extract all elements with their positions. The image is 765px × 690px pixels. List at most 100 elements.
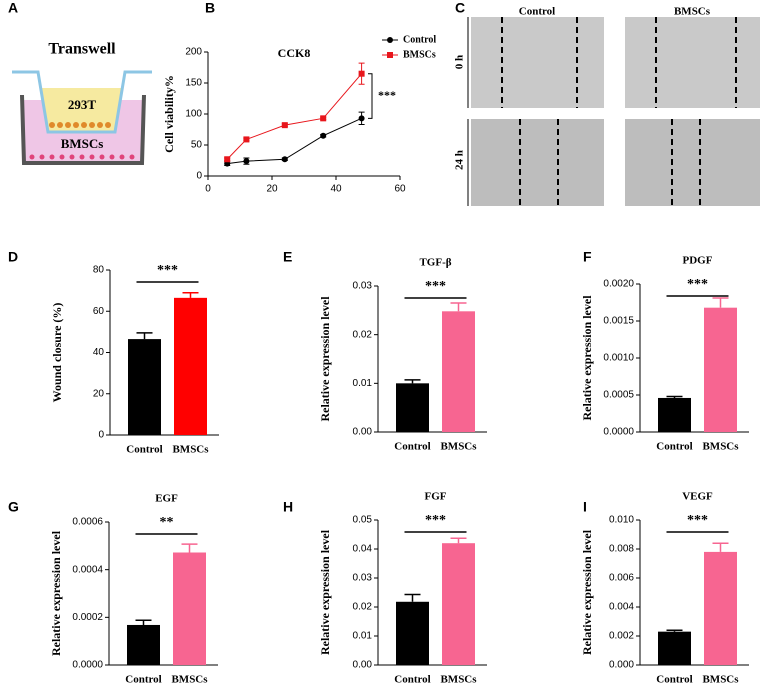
significance: *** (425, 513, 446, 528)
y-tick-label: 40 (93, 347, 105, 358)
y-tick-label: 20 (93, 388, 105, 399)
y-axis-label: Relative expression level (318, 529, 332, 655)
point (224, 156, 231, 163)
chart-title: TGF-β (419, 257, 451, 269)
x-tick-label: 0 (205, 184, 211, 195)
y-tick-label: 200 (185, 47, 202, 58)
error-bar (712, 542, 729, 552)
point (243, 136, 250, 143)
bar (704, 551, 737, 665)
x-tick-label: Control (656, 441, 692, 453)
panel-label: A (8, 0, 18, 16)
y-tick-label: 0.04 (353, 544, 373, 555)
bar (128, 339, 161, 435)
y-tick-label: 0.00 (353, 427, 373, 438)
significance-bracket (368, 73, 373, 119)
x-tick-label: BMSCs (702, 674, 739, 686)
panel-label: I (583, 499, 587, 515)
panel-label: F (583, 249, 592, 265)
y-tick-label: 80 (93, 265, 105, 276)
y-tick-label: 0.03 (353, 573, 373, 584)
chart-title: PDGF (683, 255, 713, 267)
error-bar (712, 297, 729, 308)
bar (658, 631, 691, 665)
upper-label: 293T (68, 97, 97, 112)
x-tick-label: BMSCs (440, 674, 477, 686)
image (471, 17, 604, 108)
panel-label: C (455, 0, 465, 16)
point (320, 115, 327, 122)
y-axis-label: Relative expression level (318, 296, 332, 422)
lower-label: BMSCs (61, 136, 104, 151)
chart-title: FGF (425, 491, 447, 503)
y-tick-label: 0.0005 (603, 390, 634, 401)
x-tick-label: 40 (330, 184, 342, 195)
significance: *** (378, 88, 396, 102)
chart-title: VEGF (682, 491, 713, 503)
y-tick-label: 60 (93, 306, 105, 317)
bar (704, 307, 737, 432)
wound-edges (501, 17, 737, 206)
significance: *** (157, 263, 178, 278)
legend-marker (387, 37, 393, 43)
panel-label: E (283, 249, 292, 265)
error-bar (450, 302, 467, 312)
panel-label: G (8, 499, 19, 515)
bar (127, 624, 160, 665)
point (281, 122, 288, 129)
y-tick-label: 0 (196, 171, 202, 182)
y-axis-label: Wound closure (%) (50, 303, 64, 403)
row-label: 24 h (454, 150, 466, 170)
row-label: 0 h (454, 55, 466, 69)
x-tick-label: BMSCs (171, 674, 208, 686)
significance: *** (687, 277, 708, 292)
error-bar (135, 619, 152, 625)
y-tick-label: 0.03 (353, 281, 373, 292)
image (625, 119, 760, 206)
y-tick-label: 0 (98, 430, 104, 441)
panel-label: H (283, 499, 293, 515)
error-bar (404, 593, 421, 602)
y-tick-label: 0.0002 (72, 612, 103, 623)
column-label: Control (519, 6, 555, 18)
y-axis-label: Relative expression level (580, 529, 594, 655)
transwell-diagram: Transwell 293T BMSCs (12, 41, 152, 165)
error-bar (404, 379, 421, 384)
y-tick-label: 0.010 (609, 515, 634, 526)
error-bar (450, 537, 467, 544)
scratch-images: Control BMSCs 0 h 24 h (454, 6, 760, 206)
point (281, 156, 288, 163)
y-tick-label: 0.02 (353, 329, 373, 340)
y-tick-label: 0.0010 (603, 353, 634, 364)
image (625, 17, 760, 108)
point (320, 132, 327, 139)
error-bar (666, 629, 683, 632)
y-tick-label: 0.02 (353, 602, 373, 613)
y-tick-label: 0.0000 (603, 427, 634, 438)
panel-label: B (205, 0, 215, 16)
x-tick-label: Control (125, 674, 161, 686)
legend-label: Control (403, 34, 436, 45)
x-tick-label: Control (394, 674, 430, 686)
y-tick-label: 0.0000 (72, 660, 103, 671)
image (471, 119, 604, 206)
well (20, 94, 146, 165)
x-tick-label: BMSCs (702, 441, 739, 453)
y-tick-label: 0.006 (609, 573, 634, 584)
error-bar (181, 543, 198, 553)
y-tick-label: 150 (185, 78, 202, 89)
cells-lower (29, 154, 135, 160)
significance: ** (160, 515, 174, 530)
y-tick-label: 0.0020 (603, 279, 634, 290)
x-tick-label: Control (656, 674, 692, 686)
chart-title: EGF (155, 493, 178, 505)
y-tick-label: 0.0006 (72, 517, 103, 528)
point (243, 158, 250, 165)
y-tick-label: 0.004 (609, 602, 634, 613)
y-tick-label: 0.008 (609, 544, 634, 555)
x-tick-label: 20 (266, 184, 278, 195)
x-tick-label: BMSCs (172, 444, 209, 456)
x-tick-label: Control (394, 441, 430, 453)
point (358, 115, 365, 122)
